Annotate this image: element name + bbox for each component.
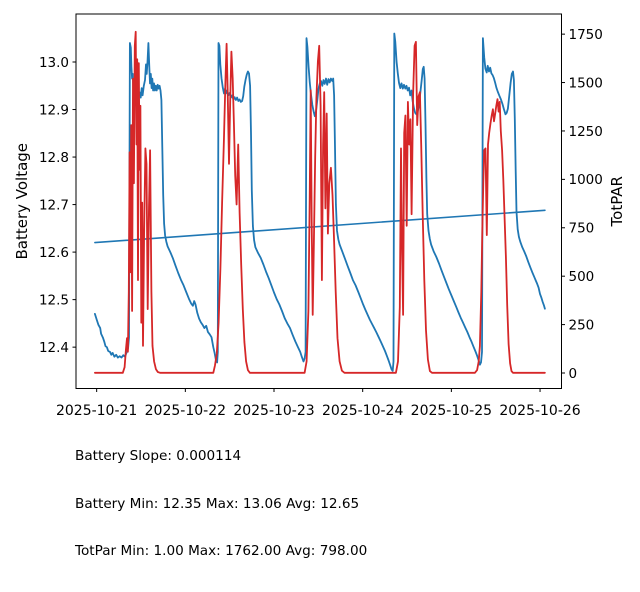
- battery-slope-text: Battery Slope: 0.000114: [75, 447, 242, 464]
- battery-voltage-line: [94, 32, 546, 372]
- y-left-tick-label: 12.6: [39, 245, 69, 261]
- x-tick-label: 2025-10-25: [411, 403, 492, 419]
- y-left-tick-label: 12.9: [39, 102, 69, 118]
- y-left-tick-label: 12.4: [39, 340, 69, 356]
- y-right-tick-label: 500: [569, 269, 595, 285]
- y-right-tick-label: 750: [569, 221, 595, 237]
- battery-minmax-text: Battery Min: 12.35 Max: 13.06 Avg: 12.65: [75, 495, 360, 512]
- figure: 2025-10-21 2025-10-22 2025-10-23 2025-10-24…: [13, 13, 626, 560]
- x-tick-label: 2025-10-23: [233, 403, 314, 419]
- plot-border: [75, 13, 562, 389]
- y-left-tick-label: 12.7: [39, 197, 69, 213]
- x-tick-label: 2025-10-22: [145, 403, 226, 419]
- battery-trend-line: [94, 209, 546, 244]
- y-left-tick-label: 12.8: [39, 150, 69, 166]
- chart-canvas: 2025-10-21 2025-10-22 2025-10-23 2025-10-24…: [13, 13, 626, 419]
- totpar-line: [94, 30, 546, 374]
- y-right-axis-label: TotPAR: [608, 176, 626, 227]
- y-right-tick-label: 1250: [569, 124, 603, 140]
- x-tick-label: 2025-10-21: [56, 403, 137, 419]
- y-right-tick-label: 0: [569, 366, 578, 382]
- y-right-tick-label: 1750: [569, 27, 603, 43]
- x-tick-label: 2025-10-24: [322, 403, 403, 419]
- y-left-tick-label: 13.0: [39, 55, 69, 71]
- x-tick-label: 2025-10-26: [499, 403, 580, 419]
- y-right-tick-label: 1500: [569, 75, 603, 91]
- y-right-tick-label: 1000: [569, 172, 603, 188]
- totpar-minmax-text: TotPar Min: 1.00 Max: 1762.00 Avg: 798.0…: [75, 543, 368, 560]
- stats-annotations: Battery Slope: 0.000114 Battery Min: 12.…: [75, 417, 367, 592]
- y-left-axis-label: Battery Voltage: [13, 143, 31, 260]
- y-left-tick-label: 12.5: [39, 292, 69, 308]
- y-right-tick-label: 250: [569, 317, 595, 333]
